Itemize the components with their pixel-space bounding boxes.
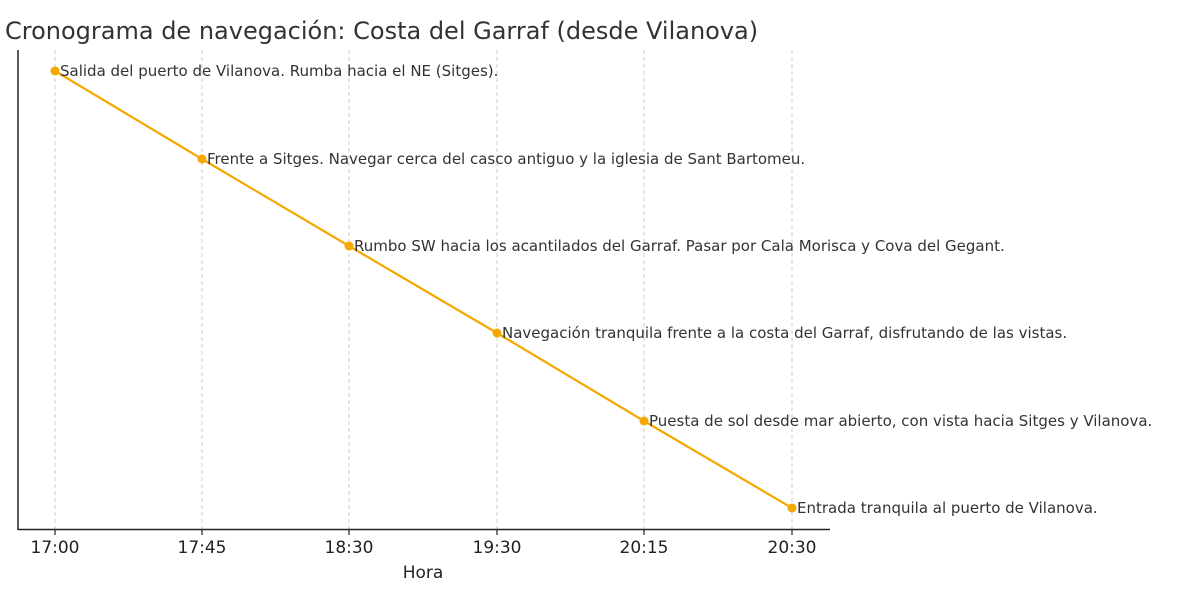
- data-point: [492, 328, 502, 338]
- annotation: Salida del puerto de Vilanova. Rumba hac…: [60, 62, 498, 80]
- annotation: Navegación tranquila frente a la costa d…: [502, 324, 1067, 342]
- series-markers: [50, 66, 797, 513]
- tick-label: 19:30: [473, 538, 522, 558]
- tick-label: 18:30: [325, 538, 374, 558]
- annotation: Rumbo SW hacia los acantilados del Garra…: [354, 237, 1005, 255]
- annotation: Frente a Sitges. Navegar cerca del casco…: [207, 150, 805, 168]
- annotation: Puesta de sol desde mar abierto, con vis…: [649, 412, 1152, 430]
- tick-label: 20:15: [620, 538, 669, 558]
- x-tick-labels: 17:00 17:45 18:30 19:30 20:15 20:30: [31, 538, 817, 558]
- x-axis-label: Hora: [403, 563, 444, 583]
- series-line: [54, 70, 793, 509]
- tick-label: 17:00: [31, 538, 80, 558]
- tick-label: 17:45: [178, 538, 227, 558]
- annotation: Entrada tranquila al puerto de Vilanova.: [797, 499, 1098, 517]
- data-point: [197, 154, 207, 164]
- x-ticks: [54, 529, 793, 535]
- annotations: Salida del puerto de Vilanova. Rumba hac…: [60, 62, 1152, 517]
- grid-lines: [54, 50, 793, 529]
- data-point: [787, 503, 797, 513]
- tick-label: 20:30: [768, 538, 817, 558]
- data-point: [50, 66, 60, 76]
- chart-title: Cronograma de navegación: Costa del Garr…: [5, 17, 758, 45]
- data-point: [344, 241, 354, 251]
- data-point: [639, 416, 649, 426]
